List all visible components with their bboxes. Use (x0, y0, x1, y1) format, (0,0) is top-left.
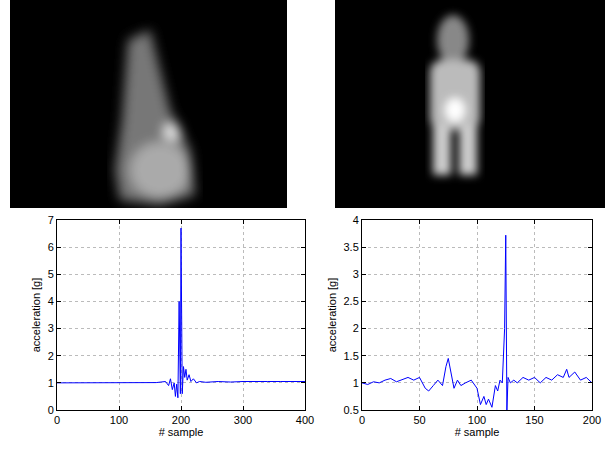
svg-text:0: 0 (359, 414, 365, 426)
svg-text:0.5: 0.5 (344, 404, 359, 416)
svg-text:4: 4 (48, 295, 54, 307)
svg-text:acceleration [g]: acceleration [g] (30, 278, 42, 353)
svg-text:acceleration [g]: acceleration [g] (326, 278, 338, 353)
svg-text:3: 3 (48, 322, 54, 334)
svg-text:# sample: # sample (455, 426, 500, 438)
svg-text:7: 7 (48, 214, 54, 226)
svg-text:400: 400 (296, 414, 314, 426)
svg-text:150: 150 (525, 414, 543, 426)
svg-text:100: 100 (468, 414, 486, 426)
svg-text:50: 50 (413, 414, 425, 426)
svg-text:1: 1 (48, 377, 54, 389)
svg-text:200: 200 (172, 414, 190, 426)
svg-text:200: 200 (583, 414, 601, 426)
svg-text:0: 0 (48, 404, 54, 416)
svg-text:1: 1 (353, 377, 359, 389)
svg-text:4: 4 (353, 214, 359, 226)
svg-text:3: 3 (353, 268, 359, 280)
svg-text:# sample: # sample (159, 426, 204, 438)
svg-text:100: 100 (110, 414, 128, 426)
svg-text:2.5: 2.5 (344, 295, 359, 307)
svg-text:3.5: 3.5 (344, 241, 359, 253)
svg-text:300: 300 (234, 414, 252, 426)
svg-text:2: 2 (48, 350, 54, 362)
svg-text:5: 5 (48, 268, 54, 280)
svg-text:0: 0 (54, 414, 60, 426)
svg-text:6: 6 (48, 241, 54, 253)
svg-text:2: 2 (353, 322, 359, 334)
svg-text:1.5: 1.5 (344, 350, 359, 362)
